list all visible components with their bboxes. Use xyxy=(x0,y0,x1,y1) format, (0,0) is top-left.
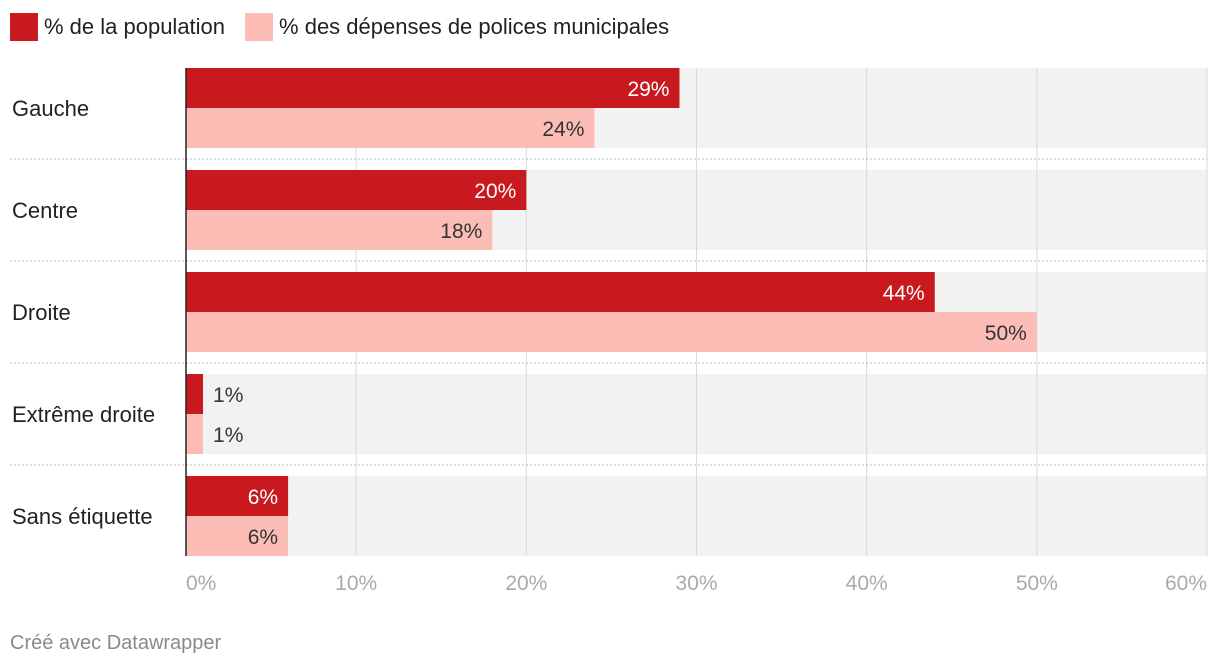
bar-value-label: 6% xyxy=(248,526,278,549)
bar-value-label: 29% xyxy=(627,78,669,101)
bar-value-label: 20% xyxy=(474,180,516,203)
bar-value-label: 6% xyxy=(248,486,278,509)
category-label: Droite xyxy=(12,300,71,325)
bar xyxy=(186,108,595,148)
bar xyxy=(186,414,204,454)
bar xyxy=(186,312,1037,352)
footer-credit[interactable]: Créé avec Datawrapper xyxy=(10,632,222,654)
category-label: Centre xyxy=(12,198,78,223)
bar-value-label: 24% xyxy=(542,118,584,141)
bar-value-label: 18% xyxy=(440,220,482,243)
legend-swatch-population xyxy=(10,13,38,41)
bar-value-label: 50% xyxy=(985,322,1027,345)
legend-item-population[interactable]: % de la population xyxy=(10,13,225,41)
bar-value-label: 1% xyxy=(213,424,243,447)
bar xyxy=(186,516,289,556)
legend-swatch-depenses xyxy=(245,13,274,41)
category-label: Sans étiquette xyxy=(12,504,153,529)
legend-label-population: % de la population xyxy=(44,14,226,39)
category-label: Gauche xyxy=(12,96,89,121)
x-tick-label: 40% xyxy=(846,572,888,595)
bar-chart: Gauche 29% 24% Centre 20% 18% Droite 44% 50% Extr… xyxy=(10,68,1208,595)
chart-legend: % de la population % des dépenses de pol… xyxy=(10,12,689,42)
x-tick-label: 0% xyxy=(186,572,216,595)
x-tick-label: 20% xyxy=(505,572,547,595)
bar-value-label: 1% xyxy=(213,384,243,407)
x-tick-label: 50% xyxy=(1016,572,1058,595)
bar xyxy=(186,476,289,516)
bar xyxy=(186,272,935,312)
legend-label-depenses: % des dépenses de polices municipales xyxy=(279,14,670,39)
bar xyxy=(186,68,680,108)
x-tick-label: 60% xyxy=(1165,572,1207,595)
x-tick-label: 10% xyxy=(335,572,377,595)
legend-item-depenses[interactable]: % des dépenses de polices municipales xyxy=(245,13,669,41)
category-label: Extrême droite xyxy=(12,402,155,427)
bar-value-label: 44% xyxy=(883,282,925,305)
bar xyxy=(186,374,204,414)
bar xyxy=(186,170,527,210)
x-tick-label: 30% xyxy=(675,572,717,595)
bar xyxy=(186,210,493,250)
